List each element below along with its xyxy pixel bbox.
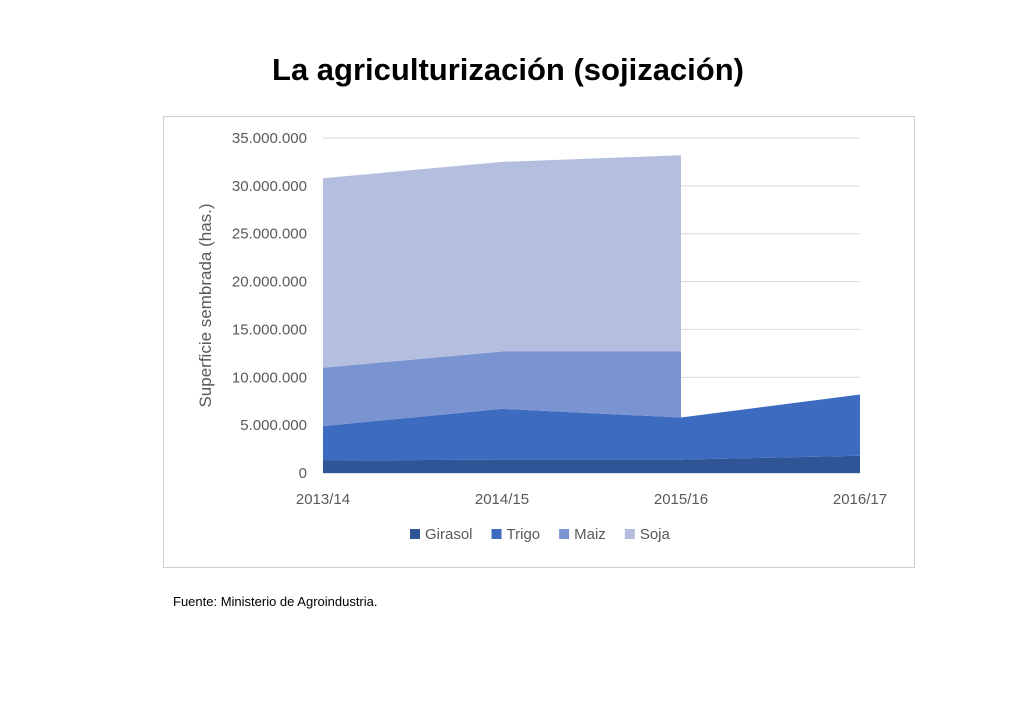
legend-swatch-trigo: [491, 529, 502, 539]
x-tick-label: 2014/15: [475, 491, 529, 508]
y-tick-label: 15.000.000: [232, 321, 307, 338]
legend-label-maiz: Maiz: [574, 526, 606, 543]
stacked-area-chart: 0 5.000.000 10.000.000 15.000.000 20.000.000…: [196, 130, 887, 543]
area-trigo: [323, 394, 860, 461]
y-tick-label: 20.000.000: [232, 274, 307, 291]
y-axis-ticks: 0 5.000.000 10.000.000 15.000.000 20.000.000…: [232, 130, 307, 482]
area-soja: [323, 155, 681, 368]
source-note: Fuente: Ministerio de Agroindustria.: [173, 594, 378, 609]
legend-label-soja: Soja: [640, 526, 671, 543]
area-series: [323, 155, 860, 473]
y-tick-label: 10.000.000: [232, 369, 307, 386]
y-axis-title: Superficie sembrada (has.): [196, 203, 215, 407]
legend-swatch-soja: [624, 529, 635, 539]
x-tick-label: 2015/16: [654, 491, 708, 508]
y-tick-label: 30.000.000: [232, 178, 307, 195]
legend-label-girasol: Girasol: [425, 526, 473, 543]
x-tick-label: 2016/17: [833, 491, 887, 508]
legend-label-trigo: Trigo: [507, 526, 541, 543]
slide-title: La agriculturización (sojización): [272, 52, 744, 87]
y-tick-label: 25.000.000: [232, 226, 307, 243]
y-tick-label: 35.000.000: [232, 130, 307, 147]
chart-frame: 0 5.000.000 10.000.000 15.000.000 20.000.000…: [163, 116, 915, 568]
y-tick-label: 5.000.000: [240, 417, 307, 434]
legend-swatch-maiz: [559, 529, 570, 539]
y-tick-label: 0: [299, 465, 307, 482]
legend: Girasol Trigo Maiz Soja: [410, 526, 670, 543]
area-maiz: [323, 351, 681, 427]
area-girasol: [323, 455, 860, 473]
x-tick-label: 2013/14: [296, 491, 350, 508]
x-axis-ticks: 2013/14 2014/15 2015/16 2016/17: [296, 491, 887, 508]
legend-swatch-girasol: [410, 529, 420, 539]
